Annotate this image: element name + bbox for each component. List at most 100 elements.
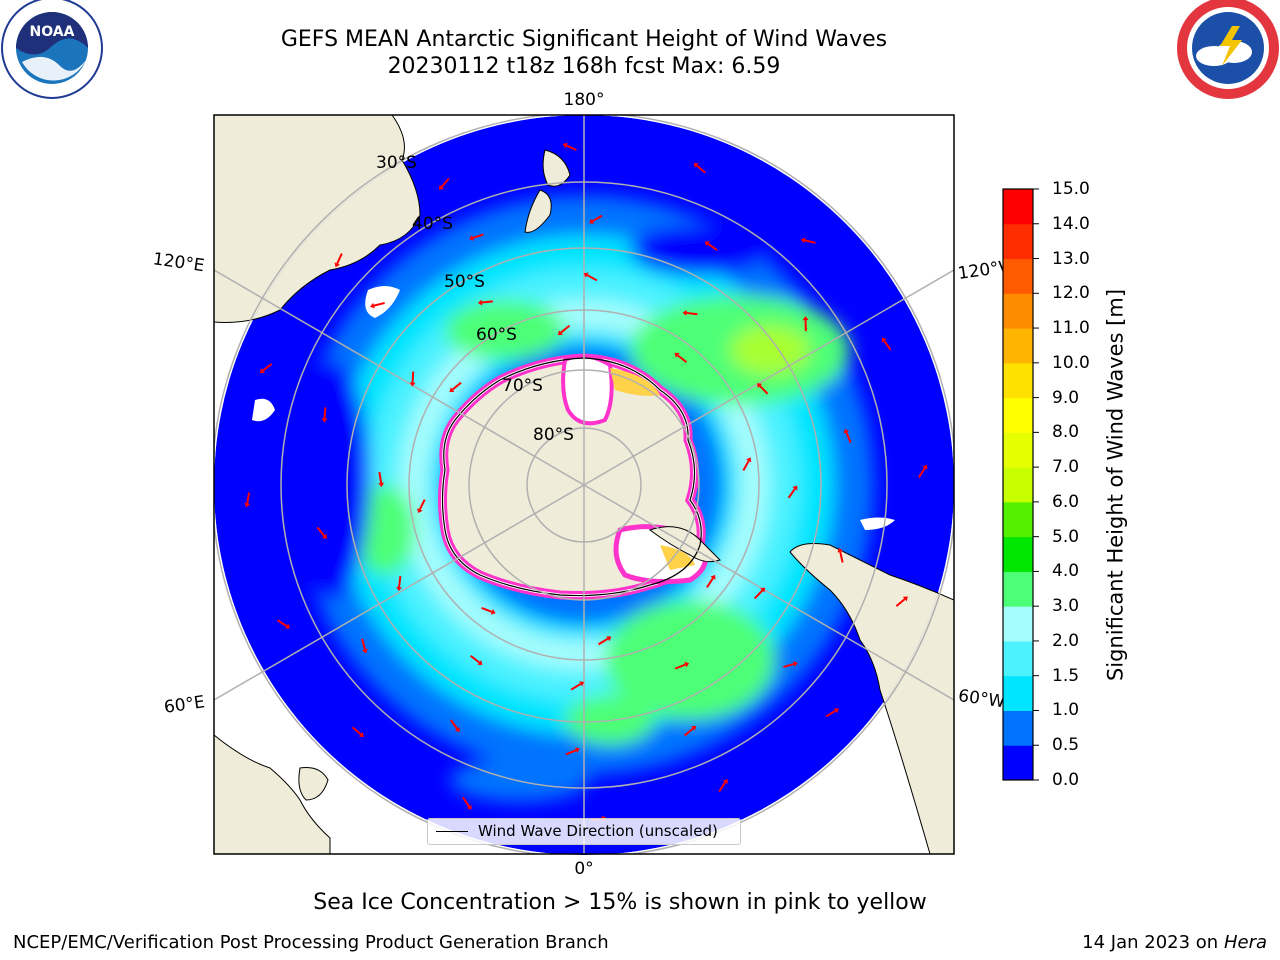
wave-direction-arrow (373, 301, 385, 307)
wave-direction-arrowhead (792, 485, 798, 491)
wave-direction-arrowhead (417, 508, 423, 514)
wave-direction-arrowhead (454, 727, 460, 733)
lon-label-0: 0° (574, 859, 593, 879)
wave-direction-arrowhead (802, 316, 809, 321)
colorbar-segment (1003, 675, 1033, 711)
wave-direction-arrowhead (579, 681, 585, 687)
wave-direction-arrow (411, 371, 415, 383)
wave-direction-arrowhead (557, 330, 563, 336)
wave-direction-arrow (597, 637, 609, 646)
colorbar-segment (1003, 536, 1033, 572)
colorbar-segment (1003, 467, 1033, 503)
colorbar-tick-label: 0.5 (1052, 735, 1080, 756)
lon-label-60w: 60°W (957, 686, 1006, 712)
wave-direction-arrow (276, 619, 288, 627)
wave-direction-arrowhead (439, 184, 444, 190)
colorbar (1002, 188, 1039, 781)
wave-direction-arrow (565, 749, 577, 756)
colorbar-segment (1003, 189, 1033, 225)
wave-direction-arrow (316, 526, 326, 537)
wave-direction-arrow (677, 354, 688, 363)
wave-direction-arrowhead (837, 547, 844, 553)
wave-direction-arrowhead (606, 636, 612, 642)
nws-logo (1177, 0, 1279, 99)
wave-direction-arrow (481, 606, 493, 613)
sea-ice-note: Sea Ice Concentration > 15% is shown in … (313, 890, 927, 915)
colorbar-tick-label: 13.0 (1052, 248, 1090, 269)
wave-direction-arrowhead (562, 142, 568, 149)
colorbar-segment (1003, 293, 1033, 329)
wave-direction-arrow (586, 274, 598, 282)
wave-direction-arrowhead (490, 609, 496, 615)
credit-left: NCEP/EMC/Verification Post Processing Pr… (13, 932, 609, 953)
wave-direction-arrow (451, 381, 462, 391)
wave-direction-arrow (361, 638, 366, 650)
wave-direction-arrow (839, 551, 844, 563)
wave-direction-arrowhead (259, 368, 265, 374)
wave-direction-arrow (462, 796, 470, 807)
lat-label-80s: 80°S (533, 425, 574, 445)
wave-direction-arrowhead (409, 382, 416, 387)
colorbar-segment (1003, 745, 1033, 781)
wave-direction-arrow (472, 233, 484, 239)
colorbar-segment (1003, 606, 1033, 642)
colorbar-frame (1002, 188, 1034, 781)
wave-direction-arrow (565, 144, 577, 151)
wave-direction-arrow (706, 577, 714, 588)
colorbar-segment (1003, 432, 1033, 468)
wave-direction-arrowhead (477, 299, 483, 306)
colorbar-tick-label: 1.0 (1052, 700, 1080, 721)
wave-direction-arrow (450, 719, 459, 730)
colorbar-segment (1003, 223, 1033, 260)
lat-label-30s: 30°S (376, 153, 417, 173)
colorbar-tick-label: 2.0 (1052, 630, 1080, 651)
wave-direction-arrow (707, 243, 718, 251)
lat-label-50s: 50°S (444, 272, 485, 292)
wave-direction-arrowhead (691, 725, 697, 731)
noaa-logo: NOAA (1, 0, 103, 99)
wave-direction-arrow (787, 488, 796, 499)
wave-direction-arrow (684, 727, 694, 737)
credit-right: 14 Jan 2023 on Hera (1082, 932, 1267, 953)
wave-direction-arrow (674, 663, 686, 670)
wave-direction-arrow (323, 407, 327, 419)
wave-direction-arrowhead (244, 502, 251, 508)
wave-direction-arrowhead (746, 457, 752, 463)
lon-label-180: 180° (564, 90, 605, 110)
credit-host: Hera (1223, 932, 1267, 953)
colorbar-tick-label: 5.0 (1052, 526, 1080, 547)
wave-direction-arrowhead (800, 237, 806, 244)
colorbar-tick-label: 12.0 (1052, 283, 1090, 304)
wave-direction-arrow (845, 432, 852, 444)
colorbar-segment (1003, 710, 1033, 746)
colorbar-tick-label: 0.0 (1052, 770, 1080, 790)
wave-direction-arrow (696, 164, 706, 174)
colorbar-segment (1003, 501, 1033, 538)
wave-direction-arrowhead (589, 218, 595, 224)
wave-direction-arrowhead (466, 804, 472, 810)
wave-direction-arrowhead (378, 482, 385, 487)
wave-direction-arrowhead (469, 235, 474, 241)
wave-direction-arrow (469, 654, 480, 664)
wave-direction-arrowhead (362, 648, 368, 654)
wave-direction-arrow (418, 499, 426, 510)
wave-direction-arrowhead (902, 596, 908, 602)
legend-line-sample (436, 831, 468, 832)
wave-direction-arrowhead (477, 660, 483, 665)
wave-direction-arrow (804, 239, 816, 244)
graticule (214, 115, 954, 854)
wave-direction-arrowhead (321, 533, 327, 539)
wave-direction-arrowhead (722, 778, 728, 784)
colorbar-tick-label: 6.0 (1052, 491, 1080, 512)
wave-direction-arrow (592, 214, 603, 223)
wave-direction-arrow (754, 589, 764, 600)
wave-direction-arrowhead (843, 428, 850, 434)
wave-direction-arrowhead (922, 464, 928, 470)
wave-direction-arrow (918, 467, 926, 478)
noaa-logo-text: NOAA (30, 24, 75, 40)
wave-direction-arrowhead (760, 587, 766, 593)
wave-direction-arrowhead (396, 586, 403, 592)
map-frame (213, 114, 955, 855)
wave-direction-arrow (742, 460, 750, 471)
wave-direction-arrowhead (682, 309, 687, 316)
